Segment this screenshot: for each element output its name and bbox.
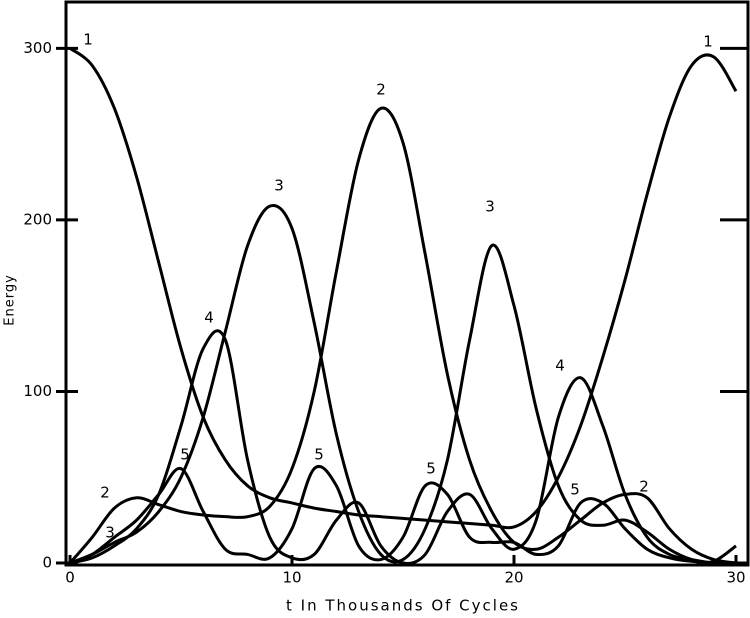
curve-label: 2 — [376, 81, 386, 99]
curve-label: 2 — [100, 484, 110, 502]
series-line — [69, 465, 737, 565]
y-tick-label: 300 — [23, 39, 52, 57]
curve-label: 1 — [703, 33, 713, 51]
curve-label: 4 — [555, 357, 565, 375]
curve-label: 3 — [105, 524, 115, 542]
curve-label: 3 — [274, 177, 284, 195]
series-line — [69, 329, 737, 565]
x-tick-label: 10 — [282, 569, 301, 587]
curve-label: 5 — [570, 481, 580, 499]
curve-label: 1 — [83, 31, 93, 49]
curve-label: 5 — [180, 446, 190, 464]
x-tick-label: 30 — [726, 569, 745, 587]
x-tick-label: 20 — [504, 569, 523, 587]
y-tick-label: 200 — [23, 210, 52, 228]
series-line — [68, 106, 737, 565]
plot-frame — [64, 0, 750, 567]
y-tick-label: 0 — [42, 554, 52, 572]
curve-label: 5 — [426, 460, 436, 478]
curve-label: 3 — [485, 198, 495, 216]
y-tick-label: 100 — [23, 382, 52, 400]
curve-label: 5 — [314, 446, 324, 464]
x-axis-label: t In Thousands Of Cycles — [286, 597, 520, 615]
curve-label: 2 — [639, 478, 649, 496]
curve-label: 4 — [204, 309, 214, 327]
x-tick-label: 0 — [65, 569, 75, 587]
series-line — [69, 47, 738, 530]
y-axis-label: Energy — [3, 274, 18, 326]
